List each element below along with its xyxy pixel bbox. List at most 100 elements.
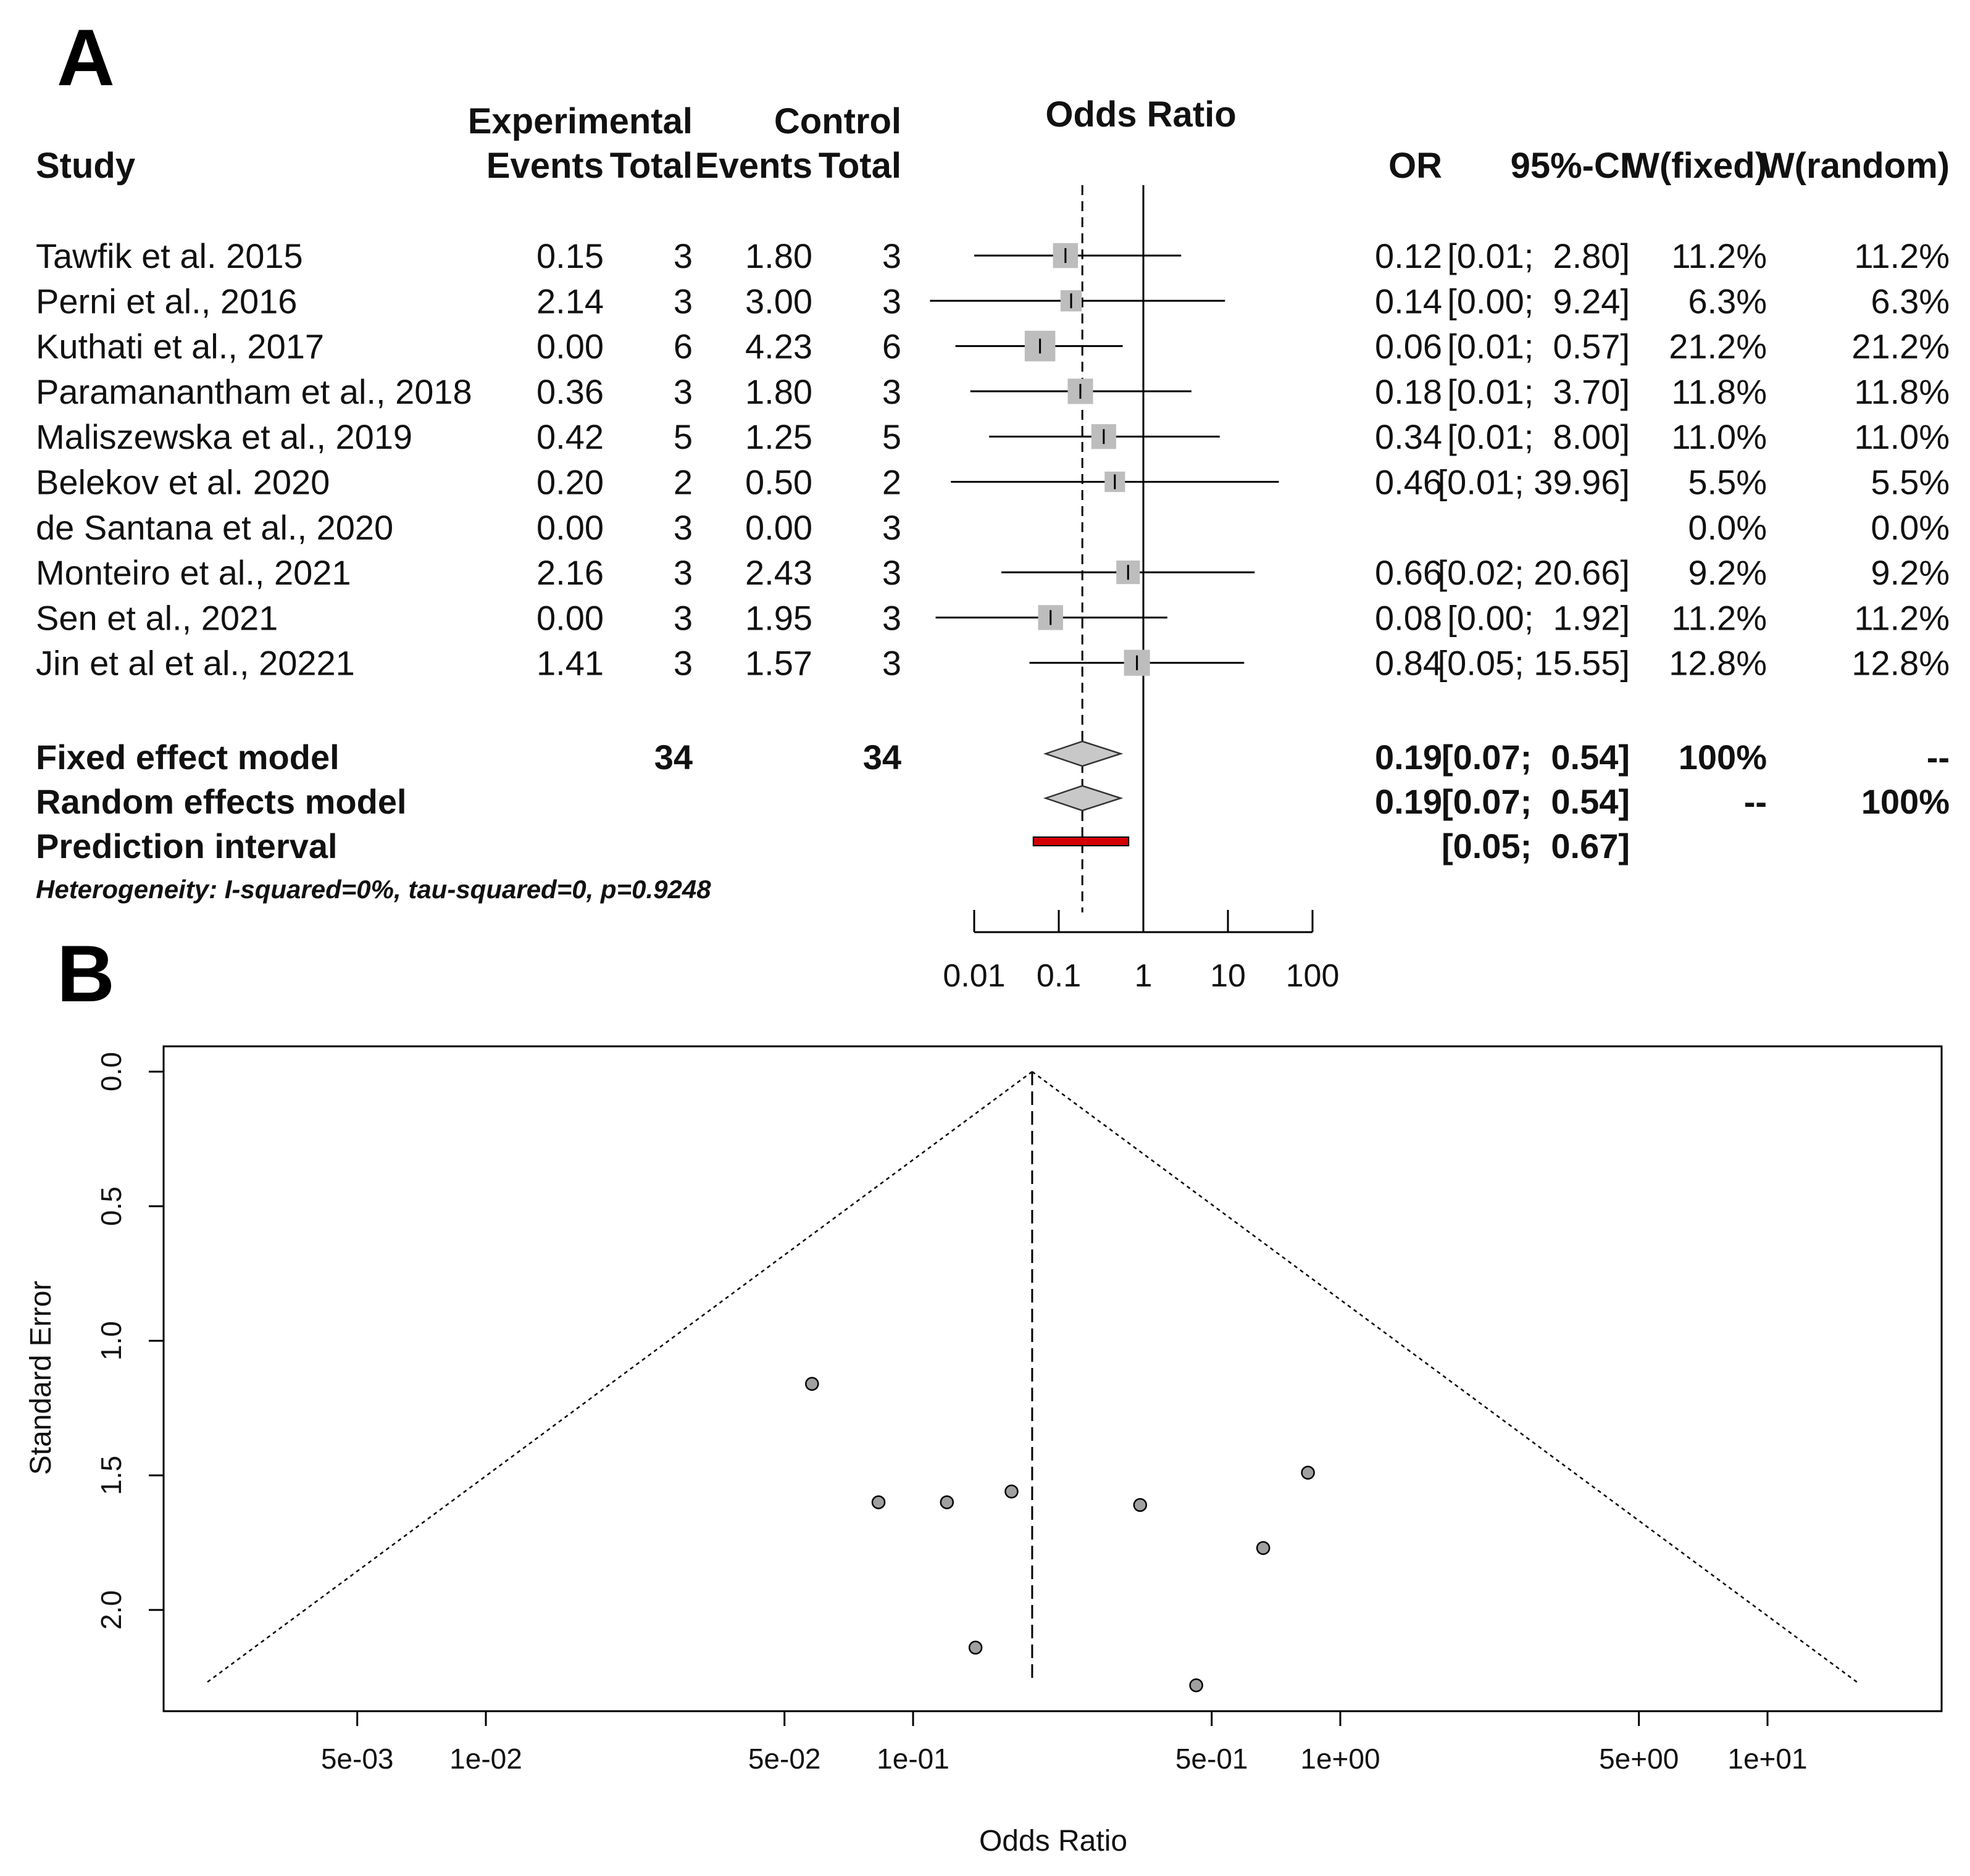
cell-c-total: 3	[882, 553, 901, 592]
cell-wf: 9.2%	[1688, 553, 1767, 592]
forest-x-tick-label: 1	[1135, 958, 1153, 994]
study-mark	[1029, 649, 1245, 676]
cell-c-events: 1.25	[745, 417, 812, 456]
cell-e-total: 3	[674, 553, 693, 592]
funnel-x-tick-label: 5e+00	[1599, 1743, 1679, 1775]
cell-e-events: 0.00	[536, 598, 604, 637]
cell-wf: 5.5%	[1688, 463, 1767, 502]
study-mark	[1001, 561, 1255, 585]
funnel-point	[1133, 1498, 1148, 1512]
header-study: Study	[36, 146, 135, 186]
cell-or-text: 0.66	[1375, 553, 1442, 592]
header-control: Control	[774, 101, 901, 141]
cell-e-total: 3	[674, 644, 693, 683]
study-mark	[955, 330, 1123, 362]
cell-ci-text: [0.00; 1.92]	[1447, 598, 1630, 637]
cell-wr: 11.2%	[1854, 598, 1950, 637]
heterogeneity-text: Heterogeneity: I-squared=0%, tau-squared…	[36, 875, 711, 904]
random-w-random: 100%	[1861, 782, 1950, 821]
cell-wr: 12.8%	[1851, 644, 1950, 683]
cell-ci-text: [0.05; 15.55]	[1438, 644, 1630, 683]
cell-e-events: 0.00	[536, 508, 604, 547]
cell-wr: 11.2%	[1854, 236, 1950, 275]
study-mark	[935, 605, 1167, 630]
funnel-point	[871, 1495, 886, 1509]
header-experimental: Experimental	[468, 101, 693, 141]
cell-wf: 12.8%	[1669, 644, 1767, 683]
cell-study: Jin et al et al., 20221	[36, 644, 355, 683]
cell-c-events: 1.95	[745, 598, 812, 637]
cell-c-total: 3	[882, 236, 901, 275]
cell-e-events: 0.42	[536, 417, 604, 456]
study-mark	[930, 290, 1225, 312]
cell-study: Sen et al., 2021	[36, 598, 278, 637]
cell-wf: 21.2%	[1669, 327, 1767, 366]
random-ci: [0.07; 0.54]	[1442, 782, 1630, 821]
cell-e-total: 5	[674, 417, 693, 456]
header-exp-total: Total	[610, 146, 693, 186]
funnel-point	[1301, 1465, 1315, 1480]
header-exp-events: Events	[486, 146, 604, 186]
cell-wr: 5.5%	[1871, 463, 1950, 502]
cell-c-events: 3.00	[745, 281, 812, 320]
cell-e-events: 1.41	[536, 644, 604, 683]
random-effects-diamond	[1043, 785, 1124, 812]
forest-x-tick-label: 10	[1210, 958, 1246, 994]
cell-study: Belekov et al. 2020	[36, 463, 330, 502]
cell-c-events: 0.00	[745, 508, 812, 547]
cell-study: Paramanantham et al., 2018	[36, 372, 472, 411]
forest-headers: Experimental Control Odds Ratio Study Ev…	[36, 94, 1950, 186]
cell-wf: 11.8%	[1671, 372, 1767, 411]
cell-e-total: 3	[674, 281, 693, 320]
cell-or-text: 0.08	[1375, 598, 1442, 637]
cell-study: de Santana et al., 2020	[36, 508, 393, 547]
table-row: de Santana et al., 2020 0.00 3 0.00 3 0.0% 0.0…	[36, 508, 1950, 547]
forest-x-tick-label: 0.1	[1037, 958, 1081, 994]
cell-or-text: 0.46	[1375, 463, 1442, 502]
cell-wr: 21.2%	[1851, 327, 1950, 366]
study-mark	[951, 471, 1279, 493]
cell-ci-text: [0.01; 8.00]	[1447, 417, 1630, 456]
fixed-w-random: --	[1927, 738, 1950, 777]
funnel-x-tick-label: 5e-03	[321, 1743, 394, 1775]
funnel-left-boundary	[206, 1070, 1033, 1683]
cell-c-total: 3	[882, 281, 901, 320]
cell-c-events: 4.23	[745, 327, 812, 366]
table-row: Jin et al et al., 20221 1.41 3 1.57 3 0.84[0.…	[36, 644, 1950, 683]
funnel-y-tick-label: 2.0	[95, 1590, 127, 1630]
header-w-random: W(random)	[1761, 146, 1950, 186]
fixed-ci: [0.07; 0.54]	[1442, 738, 1630, 777]
cell-ci-text: [0.00; 9.24]	[1447, 281, 1630, 320]
funnel-x-tick-label: 1e+00	[1300, 1743, 1380, 1775]
fixed-exp-total: 34	[654, 738, 693, 777]
funnel-y-tick-label: 0.5	[95, 1186, 127, 1226]
funnel-point	[1256, 1541, 1271, 1555]
cell-ci-text: [0.01; 3.70]	[1447, 372, 1630, 411]
funnel-plot-frame	[162, 1045, 1943, 1712]
funnel-y-tick-label: 0.0	[95, 1052, 127, 1091]
table-row: Monteiro et al., 2021 2.16 3 2.43 3 0.66[0.02…	[36, 553, 1950, 592]
study-mark	[989, 424, 1220, 449]
funnel-point	[1004, 1484, 1019, 1499]
cell-wr: 6.3%	[1871, 281, 1950, 320]
cell-e-events: 0.15	[536, 236, 604, 275]
cell-e-total: 3	[674, 598, 693, 637]
cell-e-total: 3	[674, 236, 693, 275]
header-ci: 95%-CI	[1511, 146, 1630, 186]
funnel-plot: Odds Ratio Standard Error 5e-03 1e-02 5e-0…	[25, 1045, 1943, 1857]
cell-wf: 6.3%	[1688, 281, 1767, 320]
cell-study: Kuthati et al., 2017	[36, 327, 324, 366]
funnel-x-tick-label: 1e+01	[1727, 1743, 1807, 1775]
cell-c-total: 2	[882, 463, 901, 502]
cell-c-events: 1.57	[745, 644, 812, 683]
fixed-w-fixed: 100%	[1679, 738, 1767, 777]
funnel-right-boundary	[1032, 1070, 1858, 1683]
header-odds-ratio: Odds Ratio	[1045, 94, 1236, 135]
cell-wr: 11.8%	[1854, 372, 1950, 411]
cell-wf: 11.2%	[1671, 598, 1767, 637]
cell-c-total: 3	[882, 508, 901, 547]
cell-or-text: 0.14	[1375, 281, 1442, 320]
fixed-or: 0.19	[1375, 738, 1442, 777]
cell-e-events: 0.00	[536, 327, 604, 366]
